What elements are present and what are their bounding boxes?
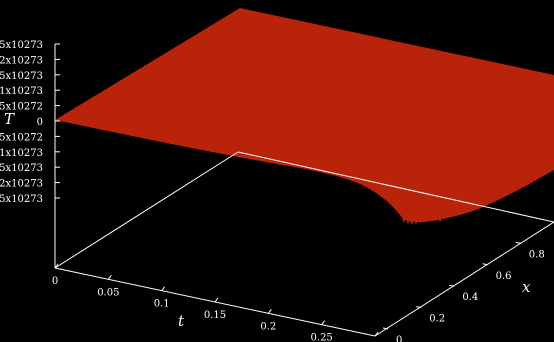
t-tick-label-5: 0.25: [311, 333, 333, 342]
T-axis-ticks: 2.5x10273 2x10273 1.5x10273 1x10273 5x10272 0…: [0, 40, 60, 205]
back-base-line-2: [237, 151, 554, 223]
x-tick-label-0: 0: [396, 335, 402, 342]
x-tick-1: [416, 306, 422, 309]
T-axis-title: T: [4, 110, 15, 128]
ripple-tooth-4: [418, 218, 422, 224]
T-tick-label-9: -2x10273: [0, 179, 43, 190]
T-tick-label-7: -1x10273: [0, 148, 43, 159]
ripple-tooth-9: [438, 217, 442, 223]
x-tick-label-1: 0.2: [429, 314, 445, 325]
x-tick-label-2: 0.4: [462, 292, 478, 303]
back-base-line: [54, 151, 239, 269]
t-axis-ticks: 00.050.10.150.20.250.3: [52, 263, 379, 342]
t-tick-label-3: 0.15: [204, 310, 226, 321]
ripple-tooth-8: [434, 216, 438, 222]
T-tick-label-0: 2.5x10273: [0, 40, 43, 51]
t-tick-label-1: 0.05: [97, 287, 119, 298]
t-tick-label-0: 0: [52, 276, 58, 287]
ripple-tooth-3: [414, 219, 418, 225]
t-tick-3: [214, 297, 219, 303]
surface-sheet: [55, 8, 554, 222]
x-tick-label-4: 0.8: [529, 249, 545, 260]
x-tick-label-3: 0.6: [496, 271, 512, 282]
ripple-tooth-7: [430, 216, 434, 222]
x-tick-4: [515, 241, 521, 244]
x-axis-ticks: 0 0.2 0.4 0.6 0.8: [382, 241, 545, 342]
T-tick-label-4: 5x10272: [0, 102, 43, 113]
T-tick-label-6: -5x10272: [0, 132, 43, 143]
t-tick-label-4: 0.2: [260, 321, 276, 332]
T-tick-label-8: -1.5x10273: [0, 163, 43, 174]
surface-ripple-edge: [402, 216, 442, 225]
t-tick-4: [267, 309, 272, 314]
x-tick-3: [482, 263, 488, 266]
T-tick-label-10: -2.5x10273: [0, 194, 43, 205]
T-tick-label-5: 0: [37, 117, 43, 128]
ripple-tooth-2: [410, 219, 414, 225]
ripple-tooth-6: [426, 216, 430, 222]
x-axis-title: x: [522, 278, 531, 296]
ripple-tooth-0: [402, 218, 406, 223]
t-tick-0: [54, 263, 59, 269]
x-axis-line: [374, 221, 554, 337]
t-tick-6: [374, 331, 379, 337]
T-tick-label-2: 1.5x10273: [0, 71, 43, 82]
t-tick-1: [107, 275, 112, 280]
ripple-tooth-5: [422, 217, 426, 223]
t-tick-2: [161, 286, 166, 291]
t-tick-label-2: 0.1: [154, 299, 170, 310]
ripple-tooth-1: [406, 219, 410, 225]
T-tick-label-3: 1x10273: [0, 86, 43, 97]
x-tick-0: [382, 327, 389, 330]
t-axis-title: t: [178, 312, 185, 330]
t-tick-5: [321, 320, 326, 325]
x-tick-2: [449, 284, 455, 287]
T-tick-label-1: 2x10273: [0, 55, 43, 66]
